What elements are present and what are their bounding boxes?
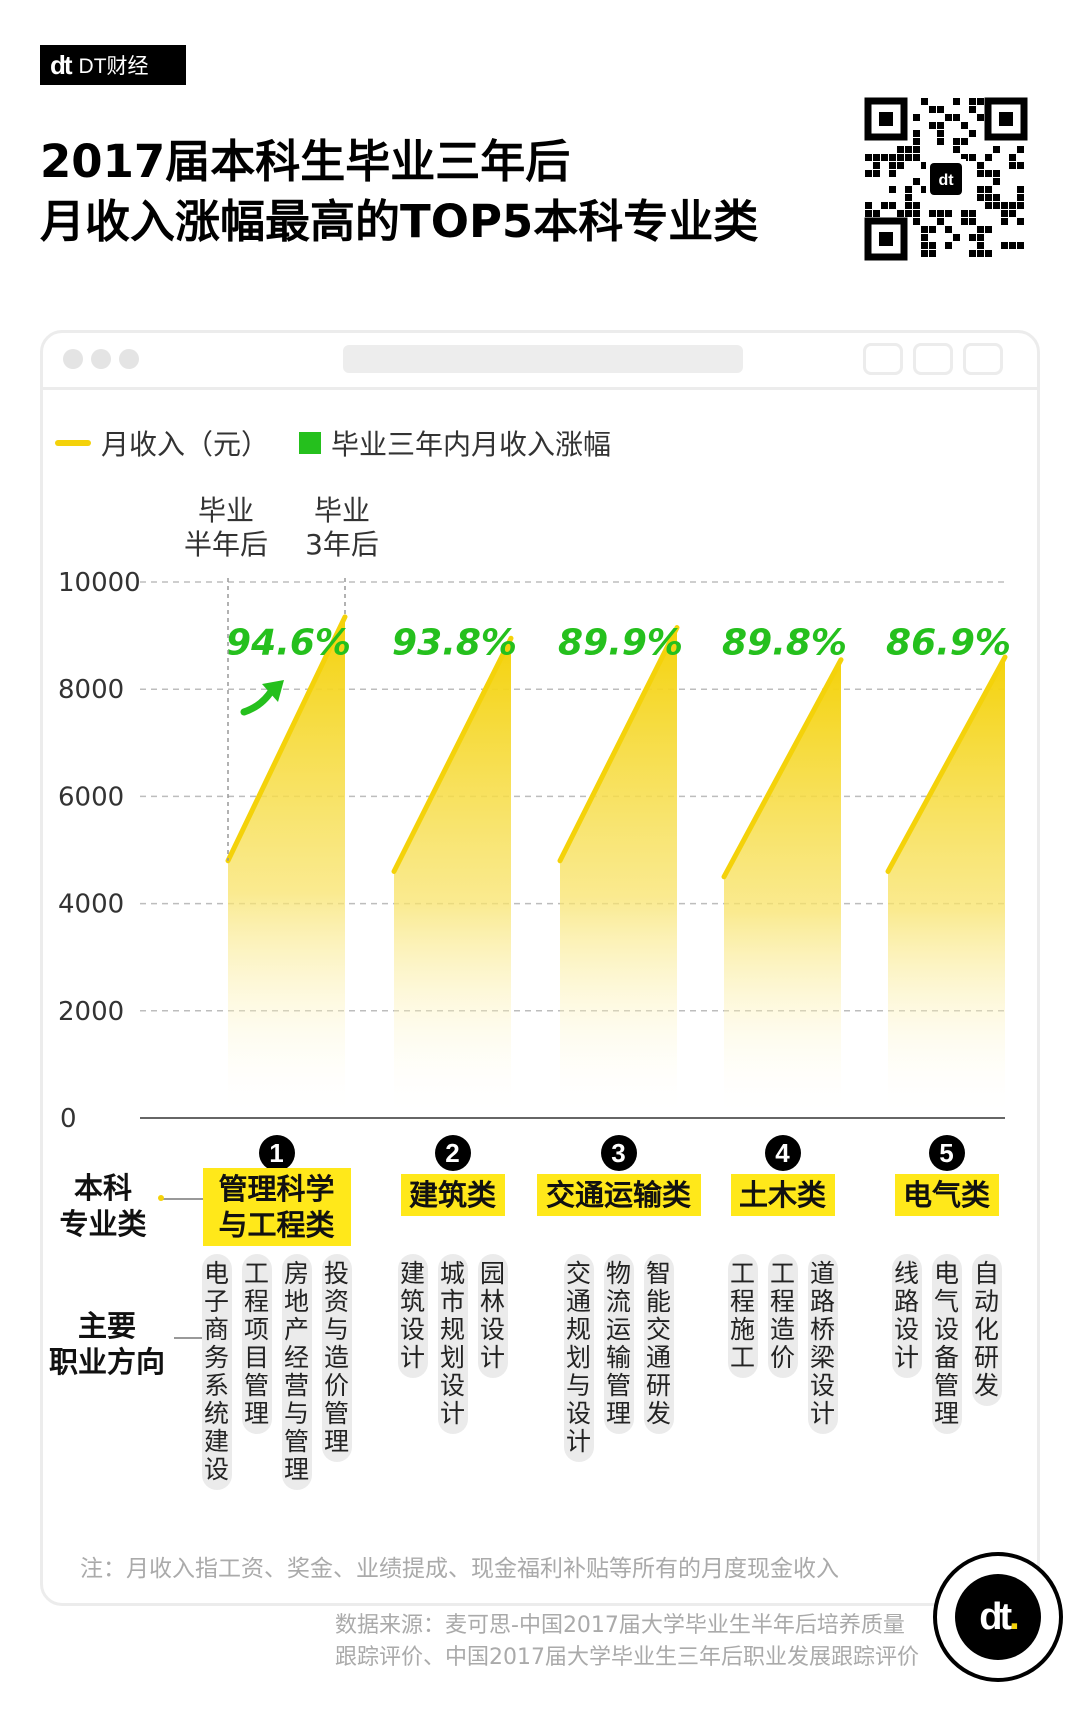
career-direction-pill: 电子商务系统建设	[201, 1254, 232, 1490]
major-category-label: 土木类	[730, 1174, 835, 1216]
income-area-2	[394, 638, 511, 1118]
record-icon	[863, 343, 903, 375]
income-area-4	[724, 659, 841, 1118]
growth-label-1: 94.6%	[226, 622, 351, 663]
y-tick-label: 4000	[58, 890, 124, 920]
legend-square-swatch	[299, 432, 322, 454]
phase-label-half-year: 毕业 半年后	[183, 494, 268, 561]
rank-badge: 4	[764, 1135, 801, 1171]
income-line-1	[225, 614, 348, 864]
career-direction-pill: 工程施工	[727, 1254, 758, 1378]
growth-arrow-head-icon	[262, 680, 284, 702]
footnote: 注：月收入指工资、奖金、业绩提成、现金福利补贴等所有的月度现金收入	[80, 1556, 839, 1582]
growth-arrow-icon	[240, 686, 276, 716]
row-label-career: 主要 职业方向	[48, 1309, 165, 1379]
title-line-1: 2017届本科生毕业三年后	[40, 135, 571, 188]
dt-logo-icon: dt	[50, 49, 73, 80]
copy-icon	[963, 343, 1003, 375]
minimize-dot-icon	[91, 349, 111, 369]
rank-badge: 1	[258, 1135, 295, 1171]
share-icon	[913, 343, 953, 375]
career-direction-pill: 房地产经营与管理	[281, 1254, 312, 1490]
major-category-label: 电气类	[894, 1174, 999, 1216]
career-direction-pill: 交通规划与设计	[563, 1254, 594, 1462]
source-line-2: 跟踪评价、中国2017届大学毕业生三年后职业发展跟踪评价	[335, 1645, 919, 1670]
brand-tag: dt DT财经	[40, 45, 186, 85]
close-dot-icon	[63, 349, 83, 369]
legend-line-label: 月收入（元）	[101, 428, 270, 461]
maximize-dot-icon	[119, 349, 139, 369]
svg-text:dt: dt	[938, 172, 954, 189]
round-logo: dt.	[933, 1552, 1063, 1682]
major-category-label: 管理科学 与工程类	[202, 1168, 351, 1246]
phase-label-three-years: 毕业 3年后	[305, 494, 379, 561]
career-direction-pill: 建筑设计	[397, 1254, 428, 1378]
rank-badge: 2	[434, 1135, 471, 1171]
income-line-2	[391, 635, 514, 874]
income-line-3	[557, 625, 680, 864]
y-tick-label: 0	[60, 1104, 77, 1134]
legend-line-swatch	[55, 440, 91, 446]
career-direction-pill: 物流运输管理	[603, 1254, 634, 1434]
career-direction-pill: 城市规划设计	[437, 1254, 468, 1434]
rank-badge: 3	[600, 1135, 637, 1171]
qr-code-icon[interactable]: dt	[864, 97, 1028, 261]
career-direction-pill: 投资与造价管理	[321, 1254, 352, 1462]
y-tick-label: 8000	[58, 675, 124, 705]
dt-round-logo-icon: dt.	[955, 1574, 1041, 1660]
row-connector-major	[162, 1198, 217, 1200]
income-area-5	[888, 657, 1005, 1118]
career-direction-pill: 电气设备管理	[931, 1254, 962, 1434]
career-direction-pill: 自动化研发	[971, 1254, 1002, 1406]
window-toolbar	[43, 333, 1037, 390]
income-line-5	[885, 654, 1008, 874]
row-connector-career	[174, 1337, 217, 1339]
chart-legend: 月收入（元） 毕业三年内月收入涨幅	[55, 425, 611, 461]
income-area-1	[228, 616, 345, 1118]
major-category-label: 建筑类	[400, 1174, 505, 1216]
career-direction-pill: 道路桥梁设计	[807, 1254, 838, 1434]
rank-badge: 5	[928, 1135, 965, 1171]
growth-label-5: 86.9%	[886, 622, 1011, 663]
growth-label-2: 93.8%	[392, 622, 517, 663]
page-title: 2017届本科生毕业三年后 月收入涨幅最高的TOP5本科专业类	[40, 132, 860, 252]
title-line-2: 月收入涨幅最高的TOP5本科专业类	[40, 195, 759, 248]
major-category-label: 交通运输类	[536, 1174, 701, 1216]
address-bar	[343, 345, 743, 373]
data-source: 数据来源：麦可思-中国2017届大学毕业生半年后培养质量 跟踪评价、中国2017…	[335, 1610, 955, 1674]
brand-name: DT财经	[78, 55, 149, 78]
growth-label-3: 89.9%	[558, 622, 683, 663]
y-tick-label: 10000	[58, 568, 141, 598]
source-line-1: 数据来源：麦可思-中国2017届大学毕业生半年后培养质量	[335, 1613, 905, 1638]
career-direction-pill: 线路设计	[891, 1254, 922, 1378]
career-direction-pill: 工程项目管理	[241, 1254, 272, 1434]
connector-dot	[158, 1195, 164, 1201]
growth-label-4: 89.8%	[722, 622, 847, 663]
legend-square-label: 毕业三年内月收入涨幅	[331, 428, 612, 461]
income-area-3	[560, 627, 677, 1118]
career-direction-pill: 工程造价	[767, 1254, 798, 1378]
career-direction-pill: 智能交通研发	[643, 1254, 674, 1434]
y-tick-label: 2000	[58, 997, 124, 1027]
row-label-major: 本科 专业类	[59, 1171, 147, 1241]
y-tick-label: 6000	[58, 782, 124, 812]
career-direction-pill: 园林设计	[477, 1254, 508, 1378]
income-line-4	[721, 657, 844, 880]
